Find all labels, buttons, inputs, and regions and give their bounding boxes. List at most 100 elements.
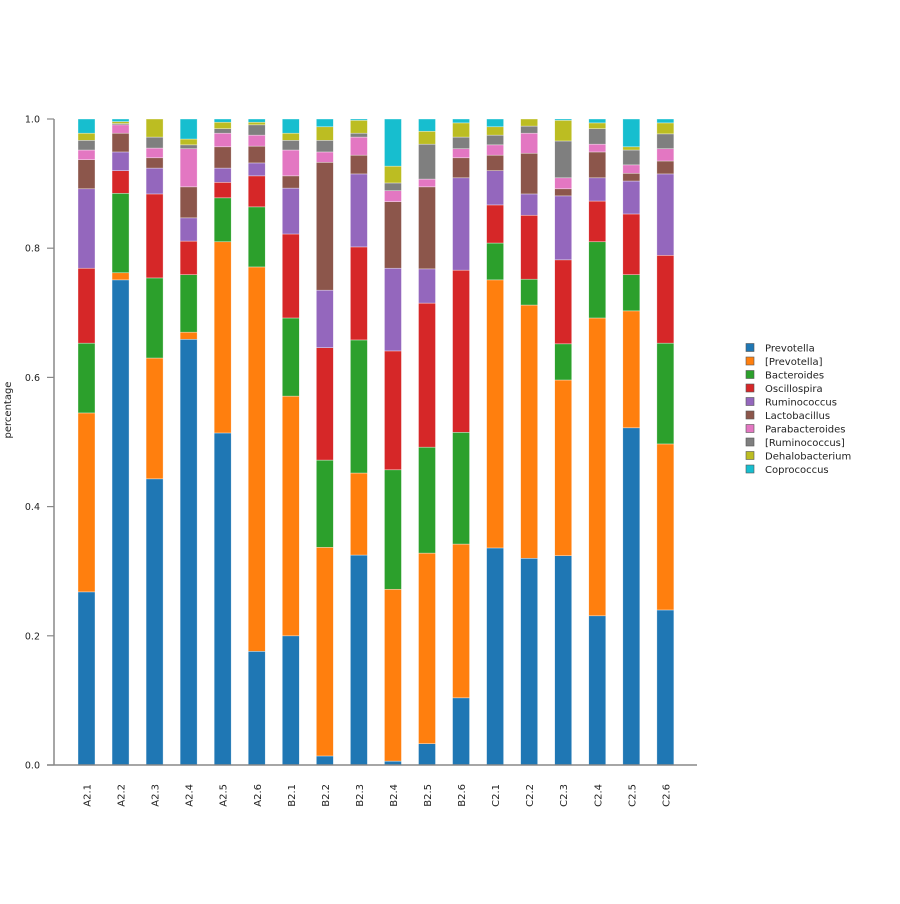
bar-segment-B2.6-oscillospira bbox=[452, 269, 470, 433]
bar-segment-A2.2-lactobacillus bbox=[111, 132, 130, 153]
bar-segment-A2.3-prevotella bbox=[145, 357, 164, 480]
bar-segment-C2.1-prevotella bbox=[486, 547, 504, 766]
x-tick-label: C2.3 bbox=[559, 784, 570, 807]
bar-segment-A2.1-ruminococcus bbox=[77, 188, 96, 269]
bar-segment-A2.5-parabacteroides bbox=[213, 132, 232, 148]
bar-segment-C2.5-ruminococcus bbox=[622, 149, 641, 166]
bar-segment-B2.6-ruminococcus bbox=[452, 136, 470, 150]
x-tick-label: B2.3 bbox=[355, 784, 366, 807]
bar-segment-A2.6-ruminococcus bbox=[247, 124, 266, 136]
legend-label: Lactobacillus bbox=[765, 411, 830, 422]
bar-segment-C2.3-prevotella bbox=[554, 555, 573, 766]
bar-segment-B2.3-coprococcus bbox=[350, 118, 368, 121]
bar-segment-B2.2-lactobacillus bbox=[316, 161, 334, 291]
x-tick-label: A2.1 bbox=[83, 784, 94, 807]
x-tick-label: C2.1 bbox=[491, 784, 502, 807]
bar-segment-B2.4-dehalobacterium bbox=[384, 165, 402, 184]
bar-segment-C2.5-ruminococcus bbox=[622, 180, 641, 215]
bar-segment-B2.6-parabacteroides bbox=[452, 148, 470, 159]
bars-layer bbox=[77, 118, 675, 766]
bar-segment-A2.1-parabacteroides bbox=[77, 149, 96, 160]
bar-segment-C2.3-prevotella bbox=[554, 379, 573, 556]
bar-segment-C2.4-ruminococcus bbox=[588, 128, 607, 145]
bar-segment-C2.2-ruminococcus bbox=[520, 193, 538, 216]
bar-segment-B2.3-prevotella bbox=[350, 472, 368, 556]
bar-segment-C2.5-prevotella bbox=[622, 427, 641, 766]
bar-segment-C2.1-coprococcus bbox=[486, 118, 504, 128]
legend-label: Ruminococcus bbox=[765, 398, 837, 409]
bar-segment-A2.6-oscillospira bbox=[247, 175, 266, 208]
x-tick-label: A2.4 bbox=[185, 784, 196, 807]
legend-label: Coprococcus bbox=[765, 465, 829, 476]
legend-swatch bbox=[745, 343, 755, 352]
bar-segment-C2.3-coprococcus bbox=[554, 118, 573, 121]
bar-segment-A2.5-bacteroides bbox=[213, 197, 232, 243]
bar-segment-C2.4-parabacteroides bbox=[588, 143, 607, 153]
bar-segment-B2.2-coprococcus bbox=[316, 118, 334, 128]
bar-segment-A2.6-coprococcus bbox=[247, 118, 266, 123]
bar-segment-C2.2-oscillospira bbox=[520, 214, 538, 280]
bar-segment-B2.5-ruminococcus bbox=[418, 268, 436, 304]
bar-segment-A2.4-prevotella bbox=[179, 338, 198, 766]
bar-segment-B2.2-dehalobacterium bbox=[316, 126, 334, 141]
bar-segment-B2.3-dehalobacterium bbox=[350, 119, 368, 134]
bar-segment-B2.5-dehalobacterium bbox=[418, 130, 436, 145]
legend-swatch bbox=[745, 370, 755, 379]
bar-segment-B2.2-parabacteroides bbox=[316, 151, 334, 163]
bar-segment-A2.3-bacteroides bbox=[145, 277, 164, 359]
y-tick-label: 1.0 bbox=[25, 115, 40, 126]
bar-segment-B2.3-bacteroides bbox=[350, 339, 368, 474]
legend-label: [Prevotella] bbox=[765, 357, 823, 368]
legend-label: Parabacteroides bbox=[765, 425, 846, 436]
bar-segment-C2.3-oscillospira bbox=[554, 259, 573, 345]
x-tick-label: A2.3 bbox=[151, 784, 162, 807]
bar-segment-B2.1-parabacteroides bbox=[281, 149, 300, 177]
bar-segment-C2.6-lactobacillus bbox=[656, 160, 675, 175]
bar-segment-A2.4-ruminococcus bbox=[179, 217, 198, 242]
bar-segment-A2.2-oscillospira bbox=[111, 170, 130, 194]
bar-segment-A2.5-coprococcus bbox=[213, 118, 232, 123]
bar-segment-A2.5-lactobacillus bbox=[213, 146, 232, 169]
x-tick-label: B2.1 bbox=[287, 784, 298, 807]
bar-segment-A2.5-prevotella bbox=[213, 241, 232, 434]
bar-segment-A2.6-parabacteroides bbox=[247, 134, 266, 147]
legend-swatch bbox=[745, 383, 755, 393]
bar-segment-A2.6-lactobacillus bbox=[247, 145, 266, 164]
bar-segment-C2.2-ruminococcus bbox=[520, 125, 538, 134]
x-tick-label: C2.6 bbox=[661, 784, 672, 807]
bar-segment-B2.5-oscillospira bbox=[418, 302, 436, 448]
bar-segment-C2.4-dehalobacterium bbox=[588, 122, 607, 129]
bar-segment-C2.1-ruminococcus bbox=[486, 170, 504, 206]
bar-segment-A2.6-dehalobacterium bbox=[247, 121, 266, 126]
legend: Prevotella [Prevotella] Bacteroides Oscillo… bbox=[745, 343, 851, 476]
bar-segment-A2.3-ruminococcus bbox=[145, 136, 164, 149]
bar-segment-C2.3-parabacteroides bbox=[554, 177, 573, 190]
legend-label: Oscillospira bbox=[765, 384, 823, 395]
bar-segment-B2.1-oscillospira bbox=[281, 233, 300, 319]
bar-segment-B2.6-prevotella bbox=[452, 697, 470, 766]
legend-swatch bbox=[745, 451, 755, 460]
bar-segment-B2.2-bacteroides bbox=[316, 459, 334, 548]
bar-segment-C2.3-lactobacillus bbox=[554, 188, 573, 197]
bar-segment-B2.3-parabacteroides bbox=[350, 136, 368, 156]
bar-segment-C2.6-ruminococcus bbox=[656, 173, 675, 256]
bar-segment-B2.6-ruminococcus bbox=[452, 177, 470, 271]
bar-segment-C2.4-prevotella bbox=[588, 317, 607, 617]
bar-segment-C2.3-ruminococcus bbox=[554, 195, 573, 261]
bar-segment-A2.3-prevotella bbox=[145, 478, 164, 766]
y-tick-label: 0.4 bbox=[25, 502, 40, 513]
bar-segment-A2.1-lactobacillus bbox=[77, 159, 96, 190]
bar-segment-B2.4-oscillospira bbox=[384, 350, 402, 471]
bar-segment-B2.4-bacteroides bbox=[384, 469, 402, 590]
bar-segment-A2.2-parabacteroides bbox=[111, 124, 130, 134]
bar-segment-A2.1-ruminococcus bbox=[77, 140, 96, 151]
x-tick-label: B2.4 bbox=[389, 784, 400, 807]
bar-segment-C2.2-lactobacillus bbox=[520, 152, 538, 195]
bar-segment-A2.3-ruminococcus bbox=[145, 167, 164, 195]
x-tick-label: A2.2 bbox=[117, 784, 128, 807]
bar-segment-C2.3-bacteroides bbox=[554, 343, 573, 381]
x-tick-label: A2.6 bbox=[253, 784, 264, 807]
bar-segment-C2.1-lactobacillus bbox=[486, 154, 504, 171]
bar-segment-C2.4-prevotella bbox=[588, 615, 607, 766]
